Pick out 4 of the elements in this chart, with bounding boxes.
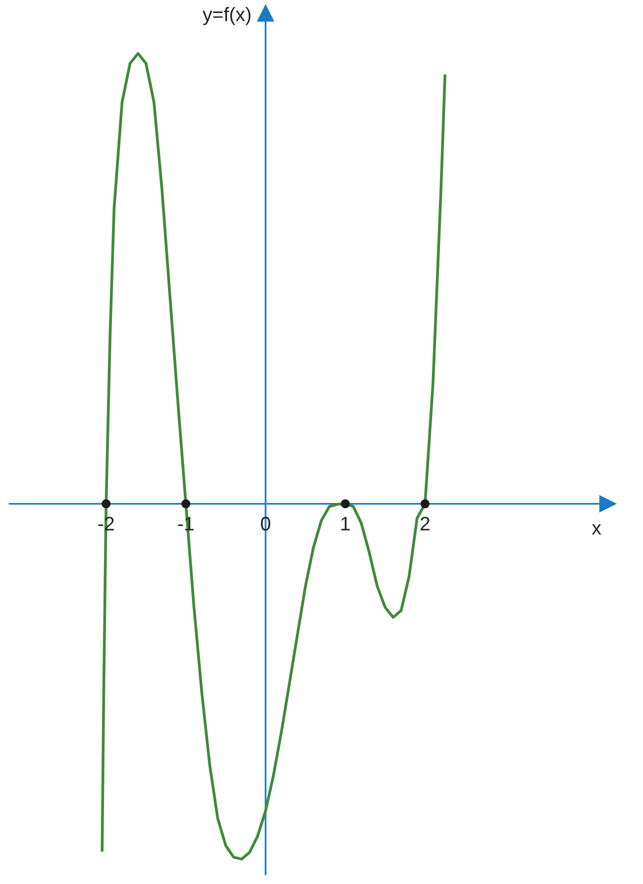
x-axis-title: x [592,524,602,535]
x-tick-label: 1 [341,517,350,530]
y-axis-title: y=f(x) [202,6,250,26]
x-tick-label: 2 [420,516,430,530]
